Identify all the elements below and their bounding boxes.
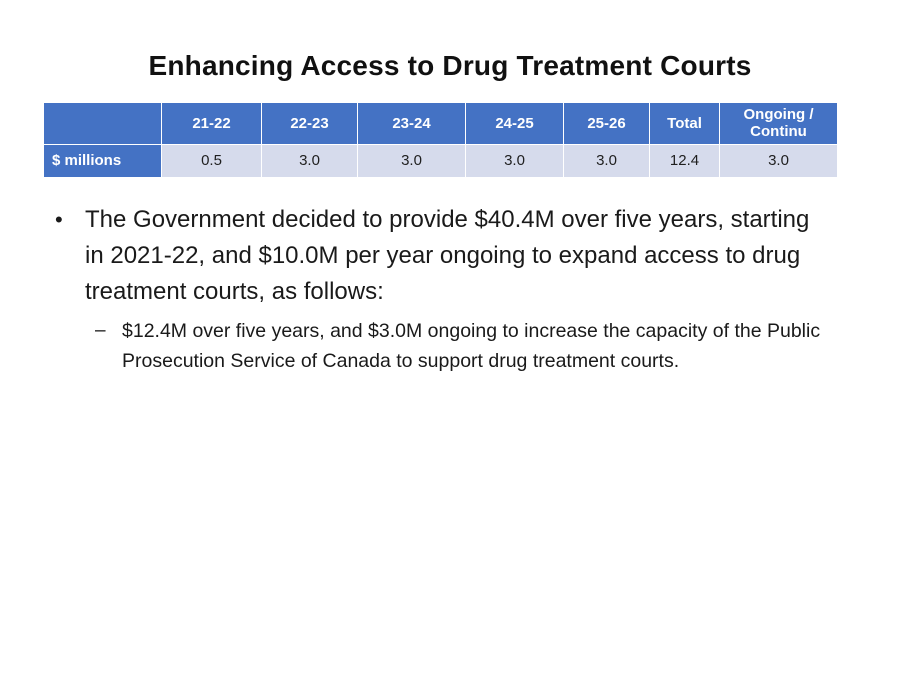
- value-24-25: 3.0: [465, 143, 564, 178]
- bullet-item-sub: – $12.4M over five years, and $3.0M ongo…: [95, 316, 845, 376]
- bullet-text-sub: $12.4M over five years, and $3.0M ongoin…: [122, 320, 821, 372]
- table-header-blank: [43, 102, 162, 145]
- value-ongoing: 3.0: [719, 143, 838, 178]
- table-header-24-25: 24-25: [465, 102, 564, 145]
- value-25-26: 3.0: [563, 143, 650, 178]
- bullet-list: • The Government decided to provide $40.…: [55, 202, 845, 376]
- bullet-marker: •: [55, 207, 63, 232]
- table-row: $ millions 0.5 3.0 3.0 3.0 3.0 12.4 3.0: [43, 143, 838, 178]
- table-header-total: Total: [649, 102, 720, 145]
- page-title: Enhancing Access to Drug Treatment Court…: [148, 50, 752, 81]
- value-23-24: 3.0: [357, 143, 466, 178]
- table-header-22-23: 22-23: [261, 102, 358, 145]
- value-21-22: 0.5: [161, 143, 262, 178]
- bullet-item-main: • The Government decided to provide $40.…: [55, 202, 845, 310]
- table-header-23-24: 23-24: [357, 102, 466, 145]
- table-header-21-22: 21-22: [161, 102, 262, 145]
- table-header-row: 21-22 22-23 23-24 24-25 25-26 Total Ongo…: [43, 102, 838, 145]
- value-22-23: 3.0: [261, 143, 358, 178]
- table-header-ongoing: Ongoing / Continu: [719, 102, 838, 145]
- row-label-millions: $ millions: [43, 143, 162, 178]
- value-total: 12.4: [649, 143, 720, 178]
- funding-table: 21-22 22-23 23-24 24-25 25-26 Total Ongo…: [43, 102, 838, 178]
- sub-bullet-marker: –: [95, 320, 106, 341]
- table-header-25-26: 25-26: [563, 102, 650, 145]
- bullet-text-main: The Government decided to provide $40.4M…: [85, 206, 810, 305]
